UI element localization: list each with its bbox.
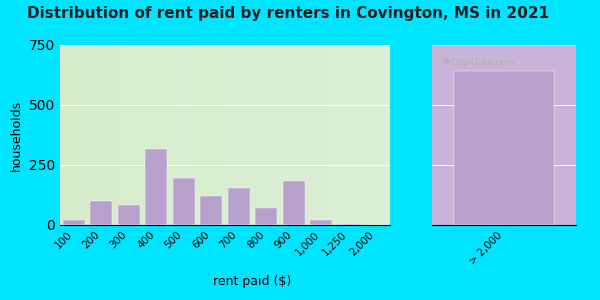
Bar [283,181,305,225]
Bar [310,220,332,225]
Y-axis label: households: households [10,99,23,171]
Bar [255,208,277,225]
Text: City-Data.com: City-Data.com [450,58,515,67]
Bar [63,220,85,225]
Bar [90,201,112,225]
Bar [200,196,222,225]
Text: ⬤: ⬤ [442,58,451,65]
Bar [338,224,360,225]
Bar [228,188,250,225]
Bar [145,149,167,225]
Bar [118,205,140,225]
Text: Distribution of rent paid by renters in Covington, MS in 2021: Distribution of rent paid by renters in … [27,6,549,21]
Bar [173,178,195,225]
Bar [454,71,554,225]
Text: rent paid ($): rent paid ($) [213,275,291,288]
